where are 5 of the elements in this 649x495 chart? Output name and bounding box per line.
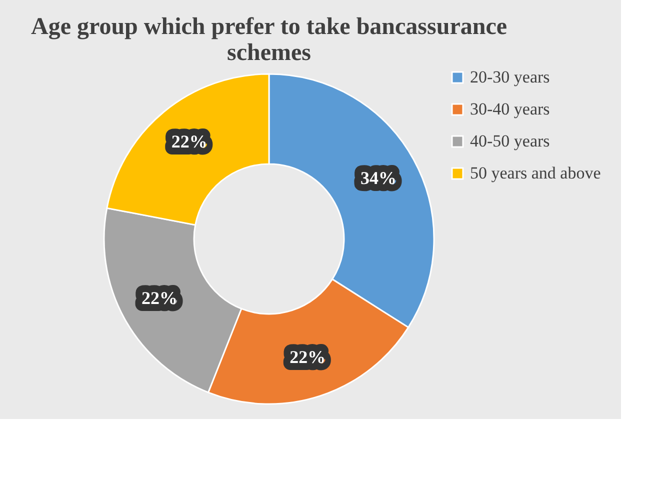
legend-label: 30-40 years (470, 100, 550, 118)
chart-title: Age group which prefer to take bancassurance schemes (31, 14, 508, 66)
legend-label: 20-30 years (470, 68, 550, 86)
legend-label: 50 years and above (470, 164, 601, 182)
legend-label: 40-50 years (470, 132, 550, 150)
